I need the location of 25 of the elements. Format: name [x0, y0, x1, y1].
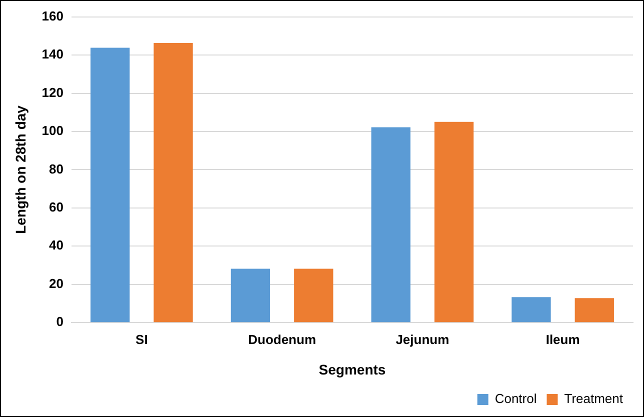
x-tick-label: Duodenum: [248, 332, 316, 347]
y-tick-label: 80: [49, 161, 64, 176]
legend-label: Treatment: [564, 391, 624, 406]
y-tick-label: 160: [42, 8, 64, 24]
bar: [434, 122, 474, 322]
y-tick-label: 0: [56, 314, 64, 330]
x-tick-label: SI: [136, 332, 148, 347]
x-tick-label: Jejunum: [396, 332, 450, 347]
legend-label: Control: [494, 391, 537, 406]
y-tick-label: 20: [49, 276, 64, 291]
y-tick-label: 140: [42, 46, 64, 62]
bar: [512, 297, 551, 322]
bar: [230, 268, 270, 322]
y-tick-label: 120: [42, 84, 64, 100]
bar: [294, 268, 334, 322]
y-axis-title: Length on 28th day: [12, 105, 28, 234]
y-tick-label: 100: [42, 123, 64, 138]
bar: [154, 42, 193, 322]
y-tick-label: 60: [49, 200, 64, 215]
bar: [90, 48, 130, 322]
x-tick-label: Ileum: [546, 332, 580, 347]
bar: [574, 298, 614, 322]
y-tick-label: 40: [49, 238, 64, 253]
x-axis-title: Segments: [318, 361, 386, 378]
bar: [371, 127, 410, 322]
